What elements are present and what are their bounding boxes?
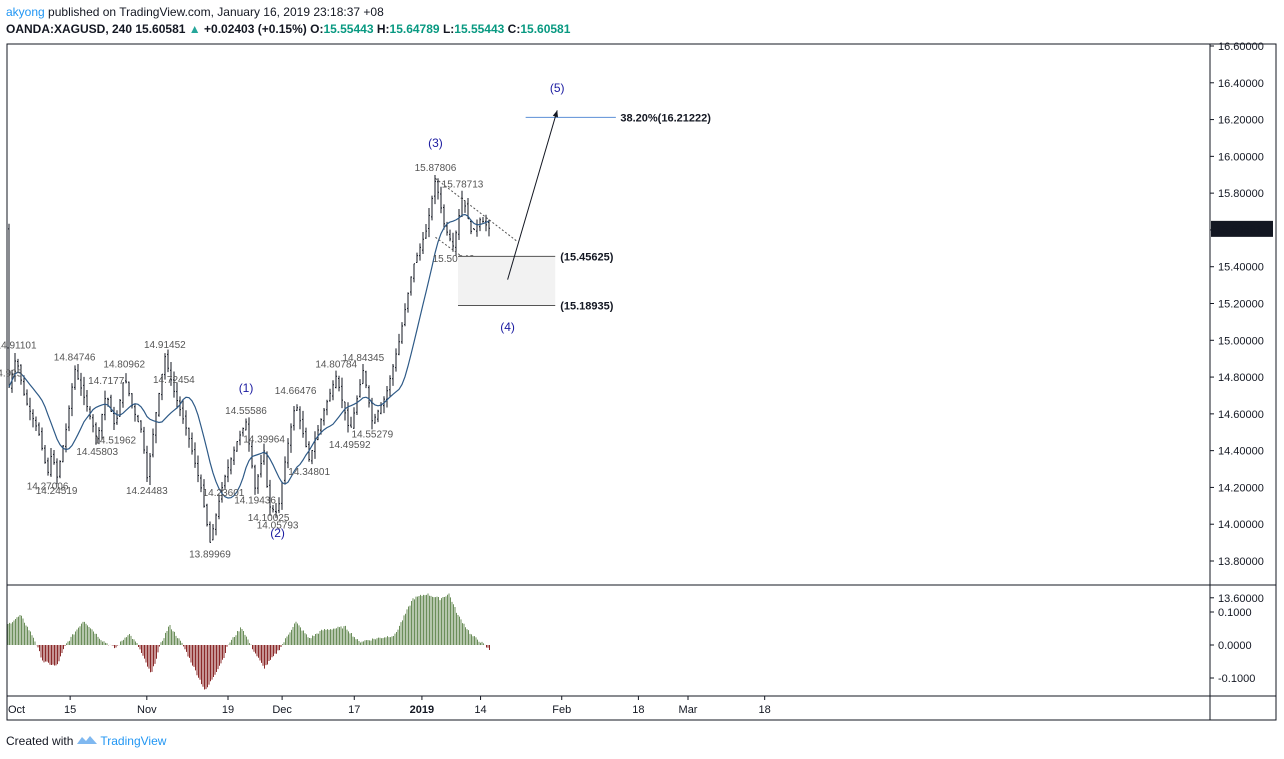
x-tick-label: 18 <box>632 704 644 716</box>
price-label: 14.66476 <box>275 386 317 397</box>
x-tick-label: 15 <box>64 704 76 716</box>
price-label: 14.80962 <box>103 359 145 370</box>
projection-arrow <box>507 110 558 280</box>
x-tick-label: 18 <box>759 704 771 716</box>
price-label: 15.50646 <box>433 254 475 265</box>
price-label: 14.55586 <box>225 406 267 417</box>
price-label: 14.51962 <box>94 436 136 447</box>
created-with-text: Created with <box>6 734 74 748</box>
target-zone-box <box>458 256 556 306</box>
wave-label: (1) <box>239 381 254 395</box>
price-label: 14.27006 <box>27 482 69 493</box>
price-label: 15.87806 <box>415 163 457 174</box>
fib-level-label: 38.20%(16.21222) <box>620 112 711 124</box>
y-tick-label: 13.60000 <box>1218 593 1264 605</box>
tradingview-logo-icon <box>77 736 98 744</box>
close-label: C: <box>507 22 521 36</box>
triangle-up-icon: ▲ <box>188 22 201 36</box>
arrow-head-icon <box>552 110 559 118</box>
price-label: 14.80784 <box>315 360 357 371</box>
open-value: 15.55443 <box>323 22 374 36</box>
publish-info: akyong published on TradingView.com, Jan… <box>6 5 384 19</box>
y-tick-label: 16.20000 <box>1218 115 1264 127</box>
y-tick-label: 15.40000 <box>1218 262 1264 274</box>
price-label: 14.72454 <box>153 375 195 386</box>
publish-text: published on TradingView.com, January 16… <box>48 5 384 19</box>
price-label: 15.78713 <box>442 180 484 191</box>
y-tick-label: 16.60000 <box>1218 41 1264 53</box>
high-label: H: <box>376 22 390 36</box>
low-label: L: <box>442 22 455 36</box>
price-change: +0.02403 (+0.15%) <box>204 22 307 36</box>
x-tick-label: 17 <box>348 704 360 716</box>
x-tick-label: Mar <box>679 704 698 716</box>
open-label: O: <box>310 22 324 36</box>
price-label: 14.45803 <box>76 447 118 458</box>
price-label: 14.55279 <box>351 430 393 441</box>
wave-label: (4) <box>500 320 515 334</box>
y-tick-label: 14.60000 <box>1218 409 1264 421</box>
price-label: 14.24519 <box>36 486 78 497</box>
channel-line <box>435 236 517 297</box>
price-label: 14.05793 <box>257 521 299 532</box>
last-price-tag-label: 15.60581 <box>1216 224 1262 236</box>
price-label: 14.39964 <box>243 435 285 446</box>
y-tick-label: 16.00000 <box>1218 151 1264 163</box>
osc-tick-label: 0.1000 <box>1218 607 1252 619</box>
x-tick-label: Feb <box>552 704 571 716</box>
tradingview-brand-link[interactable]: TradingView <box>100 734 167 748</box>
moving-average-line <box>8 213 490 499</box>
y-tick-label: 14.00000 <box>1218 519 1264 531</box>
x-tick-label: Dec <box>272 704 292 716</box>
price-label: 14.91452 <box>144 340 186 351</box>
close-value: 15.60581 <box>520 22 571 36</box>
wave-label: (3) <box>428 136 443 150</box>
price-label: 14.23601 <box>203 488 245 499</box>
low-value: 15.55443 <box>454 22 505 36</box>
x-tick-label: 14 <box>474 704 486 716</box>
last-price: 15.60581 <box>135 22 186 36</box>
y-tick-label: 15.80000 <box>1218 188 1264 200</box>
author-link[interactable]: akyong <box>6 5 45 19</box>
price-label: 14.84746 <box>54 352 96 363</box>
price-label: 14.7177 <box>88 376 125 387</box>
price-label: 14.34801 <box>288 467 330 478</box>
symbol-name[interactable]: OANDA:XAGUSD, 240 <box>6 22 133 36</box>
price-label: 14.19436 <box>234 495 276 506</box>
wave-label: (2) <box>270 526 285 540</box>
price-label: 14.10025 <box>248 513 290 524</box>
high-value: 15.64789 <box>389 22 440 36</box>
level-label: (15.18935) <box>560 300 614 312</box>
price-label: 14.925 <box>0 368 23 379</box>
price-label: 13.89969 <box>189 550 231 561</box>
price-label: 14.49592 <box>329 440 371 451</box>
y-tick-label: 14.40000 <box>1218 446 1264 458</box>
footer: Created with TradingView <box>6 734 166 748</box>
symbol-legend: OANDA:XAGUSD, 240 15.60581 ▲ +0.02403 (+… <box>6 22 570 36</box>
channel-line <box>435 178 517 242</box>
wave-label: (5) <box>550 81 565 95</box>
y-tick-label: 14.20000 <box>1218 482 1264 494</box>
y-tick-label: 15.20000 <box>1218 299 1264 311</box>
last-price-tag <box>1211 220 1273 237</box>
x-tick-label: Nov <box>137 704 157 716</box>
price-label: 14.84345 <box>342 353 384 364</box>
x-tick-label: 2019 <box>410 704 434 716</box>
price-label: 14.24483 <box>126 486 168 497</box>
x-tick-label: Oct <box>8 704 25 716</box>
osc-tick-label: 0.0000 <box>1218 640 1252 652</box>
price-label: 14.91101 <box>0 341 37 352</box>
osc-tick-label: -0.1000 <box>1218 673 1255 685</box>
y-tick-label: 14.80000 <box>1218 372 1264 384</box>
level-label: (15.45625) <box>560 251 614 263</box>
y-tick-label: 16.40000 <box>1218 78 1264 90</box>
chart-frame <box>6 43 1277 721</box>
y-tick-label: 13.80000 <box>1218 556 1264 568</box>
x-tick-label: 19 <box>222 704 234 716</box>
y-tick-label: 15.00000 <box>1218 335 1264 347</box>
